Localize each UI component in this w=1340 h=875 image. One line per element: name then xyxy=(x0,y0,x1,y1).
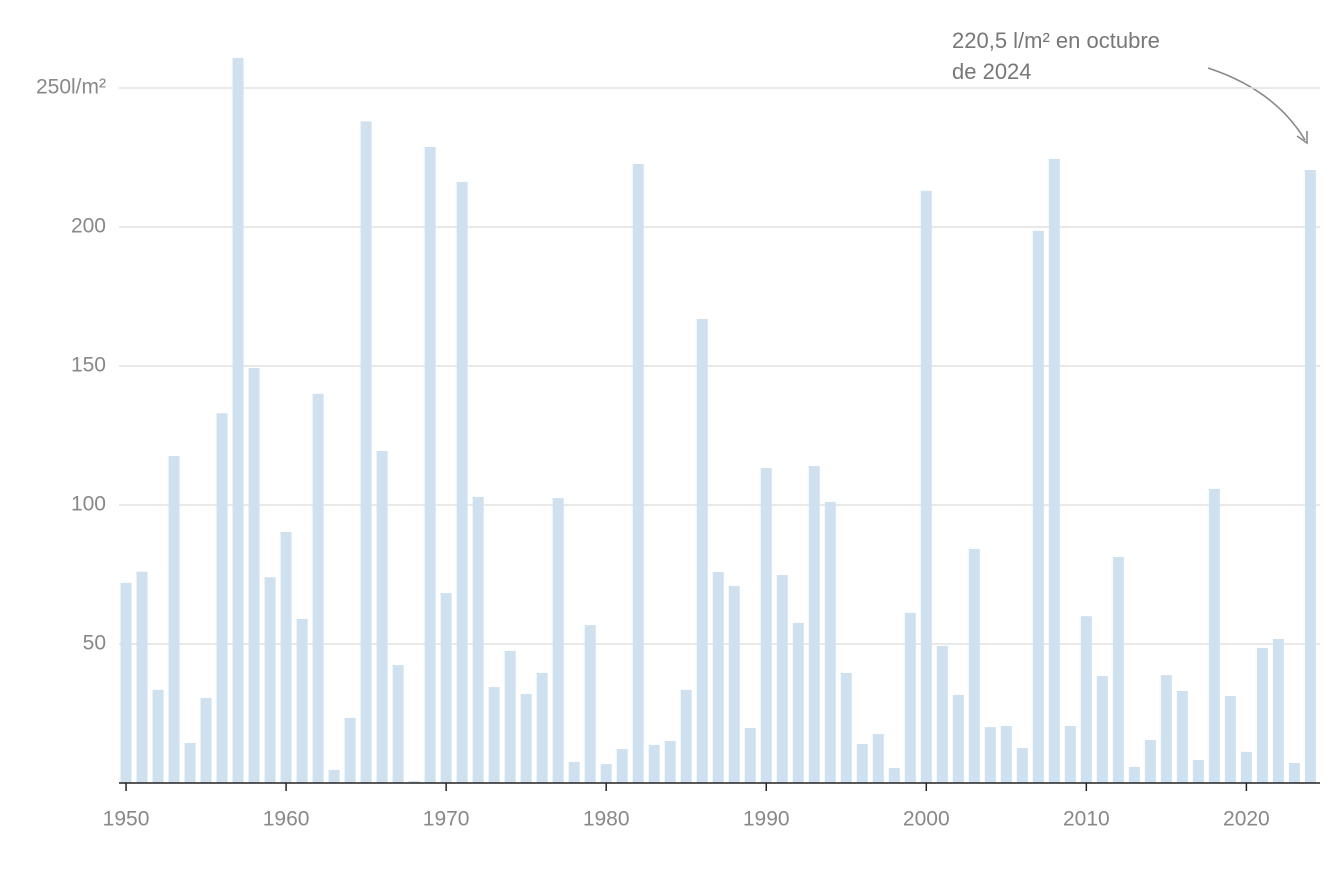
x-tick-label: 1970 xyxy=(423,808,470,831)
bar xyxy=(1112,556,1124,783)
bar xyxy=(152,689,164,783)
bar xyxy=(728,585,740,783)
bar xyxy=(888,767,900,783)
bar xyxy=(808,466,820,783)
bar xyxy=(1032,230,1044,784)
bar xyxy=(952,694,964,783)
bar xyxy=(1016,747,1028,783)
annotation-arrowhead xyxy=(1296,131,1308,145)
x-tick-label: 2020 xyxy=(1223,808,1270,831)
bar xyxy=(1176,690,1188,783)
x-tick-label: 2010 xyxy=(1063,808,1110,831)
y-tick-label: 50 xyxy=(83,632,106,655)
bar xyxy=(968,548,980,783)
bar xyxy=(1272,638,1284,783)
bar xyxy=(264,577,276,783)
bar xyxy=(824,501,836,783)
bar xyxy=(1224,695,1236,783)
x-tick-label: 1960 xyxy=(263,808,310,831)
bar xyxy=(1080,616,1092,783)
bar xyxy=(360,121,372,784)
y-tick-label: 200 xyxy=(71,215,106,238)
bar xyxy=(1304,170,1316,783)
bar xyxy=(904,612,916,783)
bar xyxy=(456,181,468,784)
x-tick-label: 2000 xyxy=(903,808,950,831)
bar xyxy=(744,727,756,783)
bar xyxy=(872,734,884,783)
bar xyxy=(776,575,788,783)
bar xyxy=(632,163,644,784)
bar xyxy=(1144,739,1156,783)
bar xyxy=(504,650,516,783)
annotation-line: 220,5 l/m² en octubre xyxy=(952,28,1160,53)
bar xyxy=(552,498,564,783)
bar xyxy=(616,749,628,783)
bar xyxy=(216,413,228,783)
bar xyxy=(792,622,804,783)
bar xyxy=(1000,726,1012,783)
x-tick-label: 1990 xyxy=(743,808,790,831)
bar xyxy=(1288,762,1300,783)
bar xyxy=(856,744,868,783)
y-tick-label: 100 xyxy=(71,493,106,516)
bar xyxy=(488,687,500,783)
bar xyxy=(1240,751,1252,783)
bar xyxy=(936,645,948,783)
annotation-line: de 2024 xyxy=(952,59,1032,84)
bar xyxy=(168,456,180,783)
bar xyxy=(312,393,324,783)
annotation-arrow xyxy=(1207,67,1306,141)
bar xyxy=(296,618,308,783)
bar xyxy=(1048,158,1060,783)
bar xyxy=(136,571,148,783)
bar xyxy=(680,689,692,783)
bar xyxy=(440,593,452,783)
bar xyxy=(184,742,196,783)
bar xyxy=(840,672,852,783)
bar xyxy=(648,744,660,783)
bar xyxy=(584,625,596,783)
bar xyxy=(120,582,132,783)
bar xyxy=(408,781,420,783)
bar xyxy=(1160,675,1172,783)
bar xyxy=(696,319,708,783)
bar xyxy=(472,496,484,783)
bar xyxy=(232,57,244,783)
bar xyxy=(392,665,404,783)
bar xyxy=(344,717,356,783)
bar xyxy=(712,571,724,783)
bar xyxy=(536,672,548,783)
bar xyxy=(984,727,996,783)
bar xyxy=(1064,726,1076,783)
bar xyxy=(920,190,932,784)
y-tick-label: 150 xyxy=(71,354,106,377)
bar xyxy=(200,697,212,783)
bar xyxy=(376,451,388,783)
bar xyxy=(1128,766,1140,783)
bar xyxy=(664,741,676,783)
bar xyxy=(1096,675,1108,783)
x-tick-label: 1950 xyxy=(103,808,150,831)
bar xyxy=(568,761,580,783)
bar xyxy=(1192,759,1204,783)
bar xyxy=(600,764,612,783)
bar xyxy=(1208,488,1220,783)
bar xyxy=(328,769,340,783)
bar xyxy=(248,367,260,783)
bar xyxy=(1256,647,1268,783)
x-tick-label: 1980 xyxy=(583,808,630,831)
y-tick-label: 250l/m² xyxy=(36,76,106,99)
bar xyxy=(760,468,772,783)
bar xyxy=(520,694,532,783)
bar xyxy=(424,146,436,783)
bar xyxy=(280,531,292,783)
